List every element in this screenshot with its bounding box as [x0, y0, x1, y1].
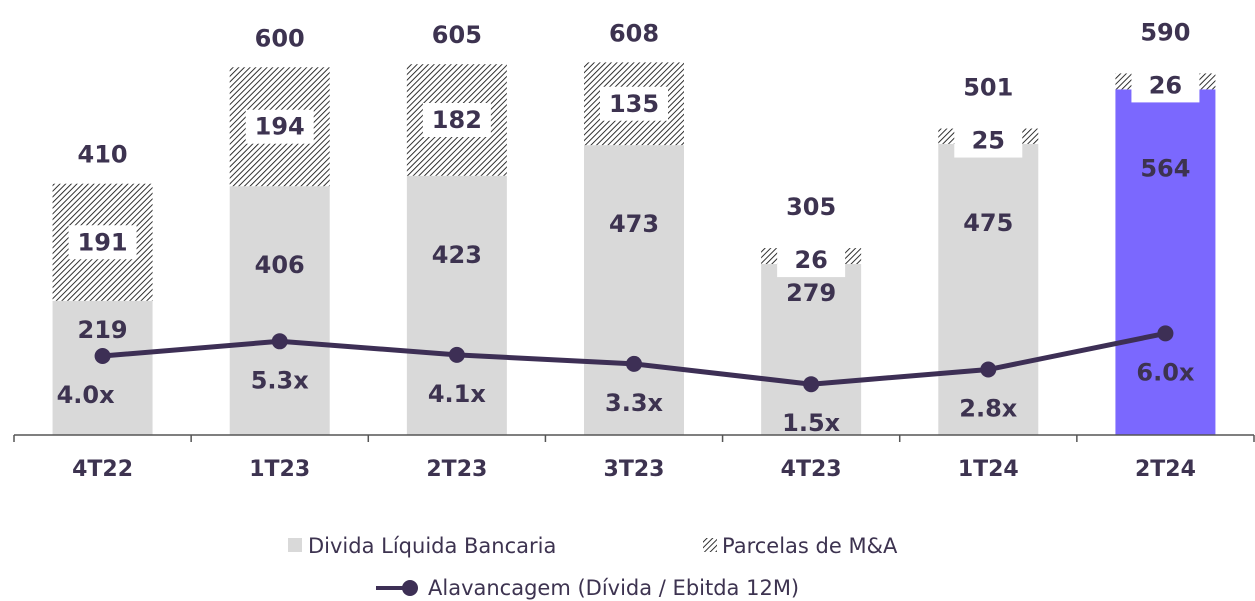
segment-label: 475: [963, 209, 1013, 237]
line-marker: [980, 361, 997, 378]
legend-label: Divida Líquida Bancaria: [308, 534, 556, 558]
segment-label: 26: [1149, 71, 1182, 99]
line-label: 4.0x: [57, 381, 116, 409]
segment-label: 406: [255, 251, 305, 279]
legend-label: Parcelas de M&A: [722, 534, 898, 558]
x-tick-label: 2T23: [426, 457, 487, 482]
legend-label: Alavancagem (Dívida / Ebitda 12M): [428, 576, 799, 600]
bar-segment: [52, 300, 153, 435]
bar-segment: [938, 143, 1039, 435]
line-label: 4.1x: [428, 380, 487, 408]
total-label: 410: [78, 141, 128, 169]
total-label: 600: [255, 24, 305, 52]
label-bg: [245, 109, 314, 144]
line-marker: [1157, 325, 1174, 342]
total-label: 305: [786, 193, 836, 221]
segment-label: 191: [78, 228, 128, 256]
line-label: 5.3x: [251, 366, 310, 394]
bar-segment: [584, 145, 684, 435]
segment-label: 564: [1140, 154, 1190, 182]
x-tick-label: 3T23: [604, 457, 665, 482]
line-marker: [626, 355, 642, 372]
segment-label: 279: [786, 279, 836, 307]
line-label: 2.8x: [959, 395, 1018, 423]
x-tick-label: 4T23: [781, 457, 842, 482]
legend-swatch: [703, 538, 717, 552]
line-marker: [271, 333, 288, 350]
total-label: 501: [963, 74, 1013, 102]
segment-label: 423: [432, 241, 482, 269]
bar-segment: [1115, 89, 1216, 435]
label-bg: [954, 123, 1023, 158]
segment-label: 25: [972, 127, 1005, 155]
legend-marker: [402, 580, 418, 596]
segment-label: 194: [255, 113, 305, 141]
x-tick-label: 2T24: [1135, 457, 1196, 482]
segment-label: 182: [432, 106, 482, 134]
x-tick-label: 4T22: [72, 457, 133, 482]
line-marker: [448, 346, 465, 363]
line-label: 3.3x: [605, 389, 664, 417]
bar-segment: [229, 186, 330, 435]
label-bg: [777, 243, 846, 278]
bar-segment: [406, 175, 507, 436]
segment-label: 219: [78, 316, 128, 344]
line-marker: [803, 376, 820, 393]
x-tick-label: 1T23: [249, 457, 310, 482]
total-label: 590: [1140, 18, 1190, 46]
line-marker: [94, 347, 111, 364]
segment-label: 26: [794, 246, 827, 274]
x-tick-label: 1T24: [958, 457, 1019, 482]
segment-label: 473: [609, 210, 659, 238]
total-label: 605: [432, 21, 482, 49]
segment-label: 135: [609, 90, 659, 118]
label-bg: [68, 225, 137, 260]
bar-segment: [761, 264, 862, 435]
legend-swatch: [288, 538, 302, 552]
line-label: 6.0x: [1136, 358, 1195, 386]
label-bg: [600, 86, 668, 121]
line-label: 1.5x: [782, 409, 841, 437]
label-bg: [422, 102, 491, 137]
total-label: 608: [609, 19, 659, 47]
label-bg: [1131, 68, 1200, 103]
